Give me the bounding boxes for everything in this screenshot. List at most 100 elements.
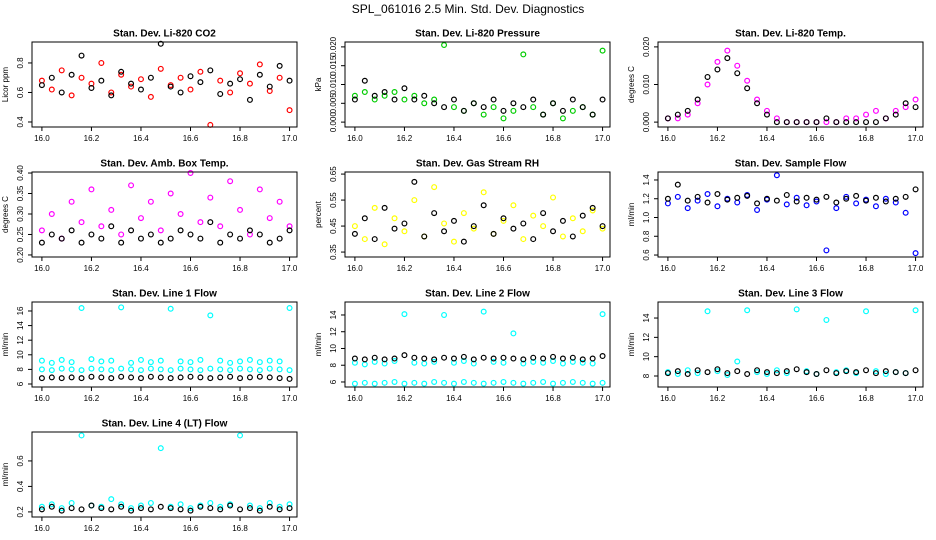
data-point bbox=[902, 209, 909, 216]
x-tick-label: 16.6 bbox=[496, 264, 512, 273]
data-point bbox=[197, 219, 204, 226]
data-point bbox=[694, 100, 701, 107]
data-point bbox=[480, 189, 487, 196]
x-tick-label: 16.4 bbox=[133, 394, 149, 403]
x-tick-label: 16.2 bbox=[397, 134, 413, 143]
data-point bbox=[579, 379, 586, 386]
data-point bbox=[286, 107, 293, 114]
y-tick-label: 0.010 bbox=[642, 74, 651, 95]
data-point bbox=[98, 235, 105, 242]
x-tick-label: 16.8 bbox=[232, 524, 248, 533]
panel-title: Stan. Dev. Line 3 Flow bbox=[738, 289, 843, 300]
data-point bbox=[128, 83, 135, 90]
data-point bbox=[197, 367, 204, 374]
data-point bbox=[371, 96, 378, 103]
x-tick-label: 16.2 bbox=[710, 264, 726, 273]
data-point bbox=[421, 100, 428, 107]
data-point bbox=[480, 202, 487, 209]
data-point bbox=[833, 370, 840, 377]
data-point bbox=[902, 193, 909, 200]
data-point bbox=[217, 239, 224, 246]
data-point bbox=[237, 375, 244, 382]
data-point bbox=[217, 77, 224, 84]
data-point bbox=[510, 355, 517, 362]
y-axis-label: ml/min bbox=[1, 463, 10, 487]
data-point bbox=[48, 210, 55, 217]
data-point bbox=[88, 356, 95, 363]
data-point bbox=[256, 61, 263, 68]
y-axis-label: degrees C bbox=[627, 66, 636, 103]
data-point bbox=[540, 210, 547, 217]
data-point bbox=[559, 379, 566, 386]
data-point bbox=[197, 356, 204, 363]
data-point bbox=[460, 378, 467, 385]
data-point bbox=[684, 107, 691, 114]
data-point bbox=[217, 90, 224, 97]
data-point bbox=[714, 58, 721, 65]
x-tick-label: 16.6 bbox=[496, 394, 512, 403]
data-point bbox=[266, 374, 273, 381]
data-point bbox=[157, 366, 164, 373]
data-point bbox=[912, 104, 919, 111]
data-point bbox=[902, 100, 909, 107]
data-point bbox=[480, 308, 487, 315]
data-point bbox=[714, 203, 721, 210]
data-point bbox=[128, 80, 135, 87]
data-point bbox=[803, 369, 810, 376]
data-point bbox=[207, 312, 214, 319]
data-point bbox=[68, 505, 75, 512]
data-point bbox=[58, 89, 65, 96]
data-point bbox=[128, 227, 135, 234]
y-tick-label: 0.015 bbox=[329, 55, 338, 76]
data-point bbox=[793, 119, 800, 126]
data-point bbox=[286, 77, 293, 84]
data-point bbox=[559, 233, 566, 240]
data-point bbox=[734, 194, 741, 201]
y-tick-label: 0.4 bbox=[16, 116, 25, 128]
data-point bbox=[490, 358, 497, 365]
plot-frame bbox=[31, 41, 298, 128]
data-point bbox=[38, 82, 45, 89]
data-point bbox=[540, 359, 547, 366]
data-point bbox=[902, 104, 909, 111]
data-point bbox=[744, 85, 751, 92]
data-point bbox=[371, 358, 378, 365]
data-point bbox=[78, 375, 85, 382]
data-point bbox=[256, 359, 263, 366]
data-point bbox=[147, 499, 154, 506]
data-point bbox=[266, 503, 273, 510]
data-point bbox=[411, 197, 418, 204]
data-point bbox=[246, 96, 253, 103]
data-point bbox=[68, 71, 75, 78]
data-point bbox=[187, 170, 194, 177]
data-point bbox=[167, 505, 174, 512]
data-point bbox=[187, 366, 194, 373]
x-tick-label: 16.0 bbox=[660, 134, 676, 143]
x-tick-label: 17.0 bbox=[908, 394, 924, 403]
data-point bbox=[843, 115, 850, 122]
data-point bbox=[480, 354, 487, 361]
y-tick-label: 10 bbox=[16, 350, 25, 359]
data-point bbox=[401, 96, 408, 103]
data-point bbox=[441, 311, 448, 318]
data-point bbox=[157, 239, 164, 246]
data-point bbox=[361, 77, 368, 84]
data-point bbox=[157, 357, 164, 364]
data-point bbox=[401, 380, 408, 387]
data-point bbox=[48, 503, 55, 510]
data-point bbox=[754, 96, 761, 103]
data-point bbox=[773, 172, 780, 179]
data-point bbox=[207, 194, 214, 201]
y-tick-label: 1.4 bbox=[642, 174, 651, 186]
data-point bbox=[88, 231, 95, 238]
data-point bbox=[227, 231, 234, 238]
data-point bbox=[118, 239, 125, 246]
x-tick-label: 16.0 bbox=[660, 394, 676, 403]
data-point bbox=[38, 506, 45, 513]
data-point bbox=[371, 204, 378, 211]
data-point bbox=[58, 356, 65, 363]
data-point bbox=[351, 355, 358, 362]
data-point bbox=[823, 119, 830, 126]
x-tick-label: 16.6 bbox=[809, 394, 825, 403]
data-point bbox=[237, 506, 244, 513]
